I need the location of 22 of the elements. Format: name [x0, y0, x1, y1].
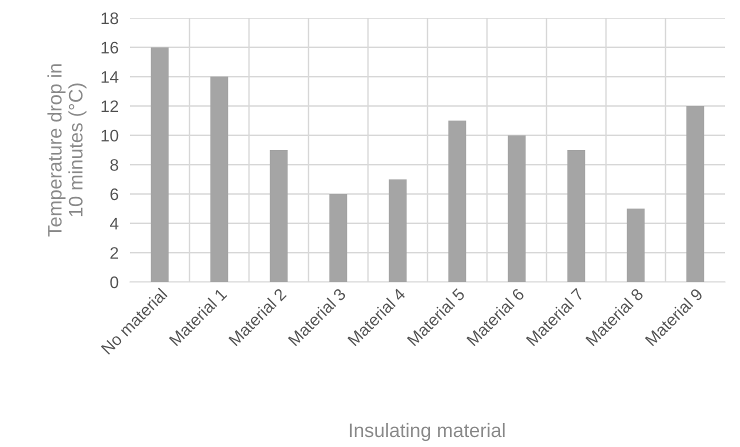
bar: [567, 150, 586, 282]
bar: [448, 120, 466, 282]
y-axis-title: Temperature drop in 10 minutes (°C): [47, 64, 86, 237]
bar: [329, 194, 348, 282]
bar: [686, 106, 704, 282]
bar: [150, 47, 169, 282]
bar: [210, 76, 228, 282]
y-tick-label: 18: [102, 12, 118, 24]
bar: [626, 208, 645, 282]
x-axis-title: Insulating material: [350, 422, 505, 442]
y-tick-label: 2: [110, 247, 118, 259]
y-tick-label: 16: [102, 42, 118, 54]
bar: [508, 135, 526, 282]
y-tick-label: 8: [110, 159, 118, 171]
y-tick-label: 6: [110, 188, 118, 200]
y-tick-label: 10: [102, 130, 118, 142]
bar: [388, 179, 407, 282]
y-tick-label: 4: [110, 218, 118, 230]
bar: [270, 150, 288, 282]
y-tick-label: 12: [102, 100, 118, 112]
y-tick-label: 0: [110, 276, 118, 288]
y-tick-label: 14: [102, 71, 118, 83]
